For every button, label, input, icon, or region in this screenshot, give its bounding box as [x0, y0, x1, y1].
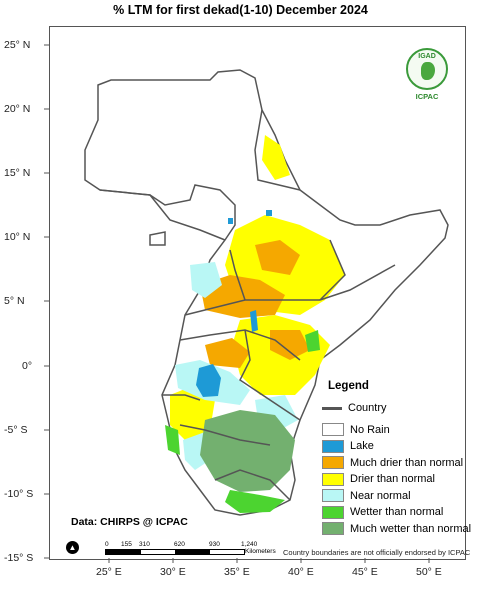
igad-icpac-logo: IGAD ICPAC [404, 48, 450, 104]
lat-label: 5° N [4, 295, 25, 307]
scale-bar: 0 155 310 620 930 1,240 Kilometers [105, 541, 280, 555]
lon-label: 30° E [160, 566, 186, 578]
legend-label: Drier than normal [350, 473, 435, 486]
wetter-than-normal-areas [165, 330, 320, 513]
lat-label: 15° N [4, 167, 31, 179]
legend-item: Near normal [322, 488, 472, 505]
lon-label: 35° E [224, 566, 250, 578]
legend-label: Wetter than normal [350, 506, 444, 519]
north-arrow-icon: ▲ [66, 541, 79, 554]
lat-label: 0° [22, 360, 33, 372]
data-credit: Data: CHIRPS @ ICPAC [71, 516, 188, 528]
legend-swatch [322, 522, 344, 536]
legend: Legend Country No Rain Lake Much drier tha… [322, 380, 472, 537]
lake-areas [196, 210, 272, 397]
axis-ticks [44, 44, 430, 563]
legend-swatch [322, 456, 344, 470]
legend-item-country: Country [322, 400, 472, 417]
legend-item: Much drier than normal [322, 455, 472, 472]
legend-swatch [322, 423, 344, 437]
legend-item: Drier than normal [322, 471, 472, 488]
legend-label: Much drier than normal [350, 456, 464, 469]
lat-label: -5° S [4, 424, 28, 436]
lat-label: -15° S [4, 552, 34, 564]
much-drier-than-normal-areas [200, 240, 310, 368]
lat-label: 25° N [4, 39, 31, 51]
lat-label: -10° S [4, 488, 34, 500]
legend-label: Country [348, 402, 387, 415]
legend-item: No Rain [322, 422, 472, 439]
legend-swatch [322, 472, 344, 486]
lat-label: 20° N [4, 103, 31, 115]
country-line-swatch [322, 406, 342, 410]
much-wetter-than-normal-areas [200, 410, 295, 492]
scale-unit: Kilometers [245, 548, 276, 555]
lon-label: 50° E [416, 566, 442, 578]
boundary-disclaimer: Country boundaries are not officially en… [283, 548, 471, 557]
legend-label: Near normal [350, 489, 411, 502]
scale-tick: 155 [121, 541, 132, 548]
legend-item: Much wetter than normal [322, 521, 472, 538]
lon-label: 45° E [352, 566, 378, 578]
legend-label: Lake [350, 440, 374, 453]
legend-title: Legend [328, 380, 369, 392]
africa-map-icon [421, 62, 435, 80]
scale-tick: 1,240 [241, 541, 258, 548]
legend-swatch [322, 505, 344, 519]
map-title: % LTM for first dekad(1-10) December 202… [113, 3, 368, 17]
legend-label: No Rain [350, 423, 390, 436]
lon-label: 25° E [96, 566, 122, 578]
scale-ticks: 0 155 310 620 930 1,240 [105, 541, 280, 549]
logo-bottom-text: ICPAC [415, 92, 439, 101]
legend-item: Wetter than normal [322, 504, 472, 521]
lon-label: 40° E [288, 566, 314, 578]
lat-label: 10° N [4, 231, 31, 243]
legend-swatch [322, 439, 344, 453]
scale-tick: 0 [105, 541, 109, 548]
scale-segments [105, 549, 245, 555]
legend-label: Much wetter than normal [350, 522, 472, 535]
legend-item: Lake [322, 438, 472, 455]
country-boundaries [99, 109, 396, 501]
scale-tick: 620 [174, 541, 185, 548]
scale-tick: 310 [139, 541, 150, 548]
legend-swatch [322, 489, 344, 503]
logo-top-text: IGAD [418, 53, 436, 60]
scale-tick: 930 [209, 541, 220, 548]
logo-emblem: IGAD [406, 48, 448, 90]
